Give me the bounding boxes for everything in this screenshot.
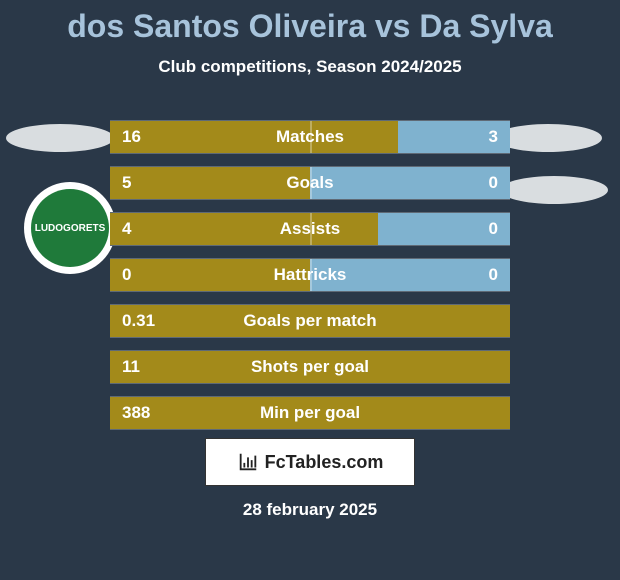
- stat-bar-full: [110, 351, 510, 383]
- vs-text: vs: [375, 8, 411, 44]
- stat-bar-left: [110, 121, 398, 153]
- player1-photo-placeholder: [6, 124, 114, 152]
- stat-row: 00Hattricks: [110, 258, 510, 292]
- stats-panel: 163Matches50Goals40Assists00Hattricks0.3…: [110, 120, 510, 442]
- stat-value-right: 0: [477, 213, 510, 245]
- comparison-title: dos Santos Oliveira vs Da Sylva: [0, 0, 620, 45]
- stat-row: 163Matches: [110, 120, 510, 154]
- player1-name: dos Santos Oliveira: [67, 8, 366, 44]
- chart-icon: [237, 451, 259, 473]
- stat-divider: [310, 121, 312, 153]
- stat-value-right: 0: [477, 167, 510, 199]
- stat-value-left: 0.31: [110, 305, 167, 337]
- club-badge-inner: LUDOGORETS: [31, 189, 109, 267]
- stat-value-left: 11: [110, 351, 152, 383]
- player2-name: Da Sylva: [419, 8, 552, 44]
- watermark: FcTables.com: [205, 438, 415, 486]
- stat-row: 11Shots per goal: [110, 350, 510, 384]
- stat-value-left: 4: [110, 213, 143, 245]
- stat-row: 50Goals: [110, 166, 510, 200]
- player2-club-placeholder: [500, 176, 608, 204]
- stat-value-left: 388: [110, 397, 162, 429]
- stat-row: 0.31Goals per match: [110, 304, 510, 338]
- player2-photo-placeholder: [494, 124, 602, 152]
- player1-club-badge: LUDOGORETS: [24, 182, 116, 274]
- stat-divider: [310, 167, 312, 199]
- date-text: 28 february 2025: [0, 500, 620, 520]
- stat-row: 388Min per goal: [110, 396, 510, 430]
- subtitle: Club competitions, Season 2024/2025: [0, 57, 620, 77]
- stat-row: 40Assists: [110, 212, 510, 246]
- stat-divider: [310, 213, 312, 245]
- stat-divider: [310, 259, 312, 291]
- stat-value-right: 0: [477, 259, 510, 291]
- watermark-text: FcTables.com: [265, 452, 384, 473]
- stat-bar-full: [110, 305, 510, 337]
- stat-value-left: 5: [110, 167, 143, 199]
- stat-value-left: 0: [110, 259, 143, 291]
- stat-value-right: 3: [477, 121, 510, 153]
- stat-value-left: 16: [110, 121, 153, 153]
- stat-bar-left: [110, 213, 378, 245]
- club-badge-text: LUDOGORETS: [35, 223, 106, 234]
- stat-bar-full: [110, 397, 510, 429]
